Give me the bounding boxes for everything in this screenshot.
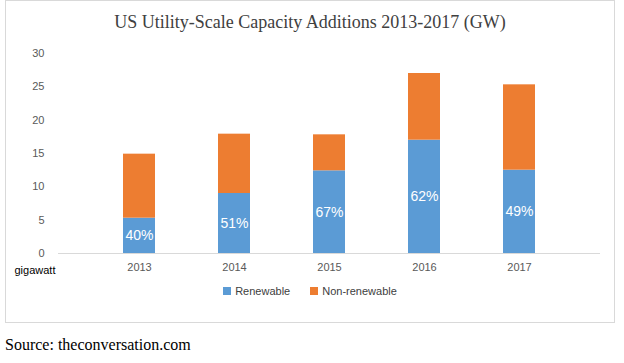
- svg-text:30: 30: [32, 47, 44, 59]
- svg-text:gigawatt: gigawatt: [15, 264, 56, 276]
- svg-text:0: 0: [38, 247, 44, 259]
- svg-text:2016: 2016: [412, 261, 436, 273]
- svg-text:15: 15: [32, 147, 44, 159]
- svg-text:2015: 2015: [317, 261, 341, 273]
- html-text:Renewable: Renewable: [235, 285, 291, 297]
- svg-text:2014: 2014: [222, 261, 246, 273]
- svg-text:40%: 40%: [125, 227, 153, 243]
- svg-text:20: 20: [32, 114, 44, 126]
- svg-text:5: 5: [38, 214, 44, 226]
- svg-text:51%: 51%: [220, 215, 248, 231]
- svg-text:10: 10: [32, 180, 44, 192]
- svg-text:25: 25: [32, 80, 44, 92]
- svg-text:2013: 2013: [127, 261, 151, 273]
- svg-text:2017: 2017: [507, 261, 531, 273]
- svg-text:62%: 62%: [410, 188, 438, 204]
- svg-text:49%: 49%: [505, 203, 533, 219]
- html-text:Source: theconversation.com: Source: theconversation.com: [5, 336, 191, 353]
- html-text:US Utility-Scale Capacity Addi: US Utility-Scale Capacity Additions 2013…: [114, 12, 506, 32]
- svg-text:67%: 67%: [315, 204, 343, 220]
- html-text:Non-renewable: Non-renewable: [322, 285, 397, 297]
